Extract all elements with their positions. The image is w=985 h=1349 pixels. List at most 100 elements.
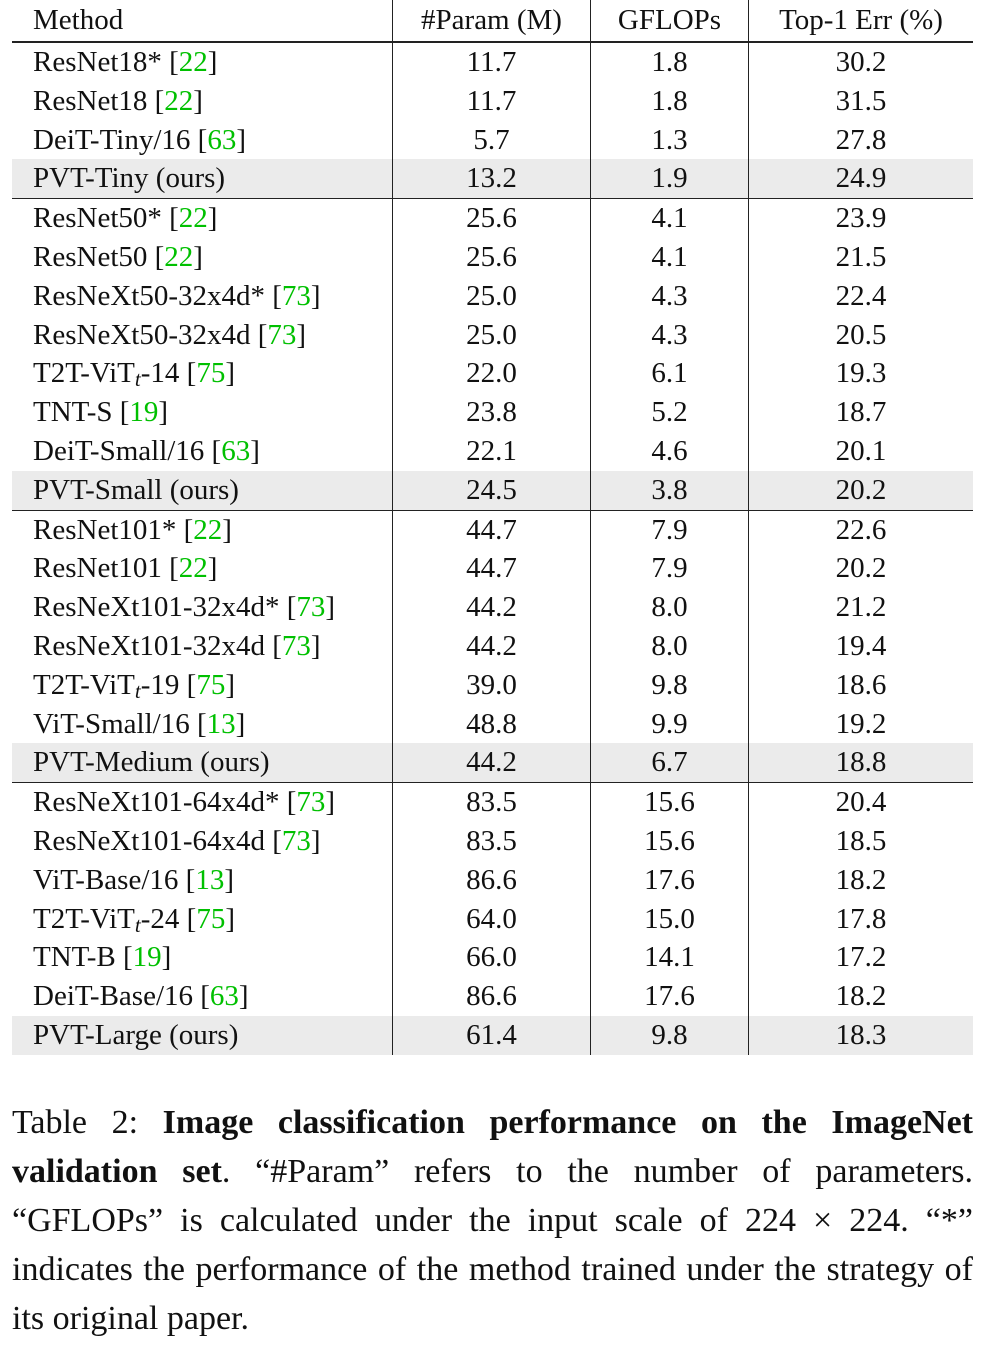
params-cell: 61.4 — [392, 1015, 591, 1055]
params-cell: 44.7 — [392, 510, 591, 550]
top1-cell: 20.2 — [748, 549, 973, 589]
top1-cell: 21.2 — [748, 588, 973, 627]
method-cell: ResNet101* [22] — [12, 510, 393, 549]
method-cell: ResNet50 [22] — [12, 238, 393, 277]
params-cell: 11.7 — [392, 42, 591, 82]
table-row: PVT-Large (ours) 61.4 9.8 18.3 — [12, 1015, 973, 1055]
method-cell: DeiT-Small/16 [63] — [12, 432, 393, 471]
method-cell: PVT-Large (ours) — [12, 1015, 393, 1055]
method-cell: ResNet18 [22] — [12, 82, 393, 121]
citation: 13 — [206, 707, 236, 740]
top1-cell: 17.8 — [748, 899, 973, 939]
method-cell: T2T-ViTt-24 [75] — [12, 900, 393, 939]
params-cell: 11.7 — [392, 81, 591, 121]
params-cell: 44.2 — [392, 626, 591, 666]
method-cell: PVT-Small (ours) — [12, 470, 393, 511]
text-segment: ResNet101 [ — [33, 552, 179, 585]
text-segment: ] — [222, 513, 232, 546]
gflops-cell: 4.1 — [590, 198, 749, 238]
params-cell: 5.7 — [392, 120, 591, 160]
method-cell: T2T-ViTt-14 [75] — [12, 354, 393, 393]
table-row: ResNet18 [22] 11.7 1.8 31.5 — [12, 81, 973, 121]
gflops-cell: 15.0 — [590, 899, 749, 939]
text-segment: ResNet50* [ — [33, 202, 179, 235]
params-cell: 44.2 — [392, 588, 591, 627]
top1-cell: 17.2 — [748, 938, 973, 978]
citation: 73 — [267, 318, 297, 351]
text-segment: ResNeXt101-64x4d* [ — [33, 786, 297, 819]
params-cell: 83.5 — [392, 821, 591, 861]
params-cell: 23.8 — [392, 393, 591, 432]
params-cell: 25.6 — [392, 237, 591, 277]
table-row: ResNeXt50-32x4d [73] 25.0 4.3 20.5 — [12, 315, 973, 355]
top1-cell: 18.8 — [748, 743, 973, 784]
text-segment: ] — [225, 902, 235, 935]
text-segment: ] — [193, 240, 203, 273]
method-cell: PVT-Medium (ours) — [12, 743, 393, 784]
gflops-cell: 6.7 — [590, 743, 749, 784]
header-cell: Method — [12, 0, 393, 43]
text-segment: ] — [225, 668, 235, 701]
method-cell: ViT-Small/16 [13] — [12, 705, 393, 744]
params-cell: 64.0 — [392, 899, 591, 939]
text-segment: ViT-Small/16 [ — [33, 707, 207, 740]
top1-cell: 18.2 — [748, 860, 973, 900]
params-cell: 22.1 — [392, 431, 591, 471]
gflops-cell: 1.3 — [590, 120, 749, 160]
method-cell: ViT-Base/16 [13] — [12, 861, 393, 900]
text-segment: ResNeXt50-32x4d* [ — [33, 279, 282, 312]
table-body: ResNet18* [22] 11.7 1.8 30.2 ResNet18 [22] 11… — [12, 42, 973, 1055]
params-cell: 48.8 — [392, 704, 591, 744]
gflops-cell: 4.1 — [590, 237, 749, 277]
citation: 73 — [296, 786, 326, 819]
top1-cell: 20.5 — [748, 315, 973, 355]
text-segment: ] — [161, 941, 172, 974]
citation: 73 — [296, 591, 326, 624]
gflops-cell: 15.6 — [590, 821, 749, 861]
top1-cell: 18.2 — [748, 977, 973, 1016]
text-segment: TNT-S [ — [33, 396, 130, 429]
citation: 63 — [221, 434, 251, 467]
top1-cell: 19.4 — [748, 626, 973, 666]
params-cell: 83.5 — [392, 782, 591, 822]
top1-cell: 31.5 — [748, 81, 973, 121]
citation: 19 — [132, 941, 162, 974]
text-segment: t — [134, 367, 141, 392]
text-segment: -24 [ — [140, 902, 197, 935]
gflops-cell: 15.6 — [590, 782, 749, 822]
citation: 22 — [178, 202, 208, 235]
top1-cell: 22.4 — [748, 276, 973, 316]
method-cell: TNT-S [19] — [12, 393, 393, 432]
table-row: ResNeXt101-32x4d [73] 44.2 8.0 19.4 — [12, 626, 973, 666]
gflops-cell: 1.8 — [590, 42, 749, 82]
table-row: ResNeXt101-32x4d* [73] 44.2 8.0 21.2 — [12, 588, 973, 627]
citation: 63 — [209, 980, 239, 1013]
gflops-cell: 8.0 — [590, 588, 749, 627]
gflops-cell: 3.8 — [590, 470, 749, 511]
text-segment: T2T-ViT — [33, 357, 135, 390]
params-cell: 24.5 — [392, 470, 591, 511]
gflops-cell: 1.8 — [590, 81, 749, 121]
params-cell: 13.2 — [392, 159, 591, 200]
text-segment: TNT-B [ — [33, 941, 133, 974]
method-cell: ResNeXt101-64x4d [73] — [12, 822, 393, 861]
text-segment: ] — [238, 980, 249, 1013]
table-row: ResNeXt101-64x4d* [73] 83.5 15.6 20.4 — [12, 782, 973, 822]
method-cell: DeiT-Tiny/16 [63] — [12, 121, 393, 160]
text-segment: ResNet101* [ — [33, 513, 194, 546]
text-segment: ResNeXt50-32x4d [ — [33, 318, 268, 351]
table-row: DeiT-Base/16 [63] 86.6 17.6 18.2 — [12, 977, 973, 1016]
text-segment: ] — [310, 279, 321, 312]
params-cell: 22.0 — [392, 354, 591, 394]
params-cell: 86.6 — [392, 860, 591, 900]
method-cell: TNT-B [19] — [12, 938, 393, 977]
method-cell: PVT-Tiny (ours) — [12, 159, 393, 200]
method-cell: ResNet18* [22] — [12, 42, 393, 82]
gflops-cell: 4.3 — [590, 315, 749, 355]
table-row: ResNeXt50-32x4d* [73] 25.0 4.3 22.4 — [12, 276, 973, 316]
text-segment: Image classification performance on the … — [12, 1104, 974, 1190]
table-row: ResNeXt101-64x4d [73] 83.5 15.6 18.5 — [12, 821, 973, 861]
text-segment: ResNet50 [ — [33, 240, 165, 273]
text-segment: PVT-Tiny (ours) — [33, 162, 226, 195]
method-cell: ResNet101 [22] — [12, 549, 393, 588]
